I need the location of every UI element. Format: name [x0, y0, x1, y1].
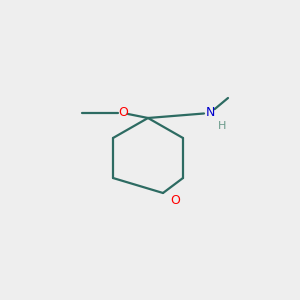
Text: O: O	[170, 194, 180, 208]
Text: N: N	[205, 106, 215, 119]
Text: O: O	[118, 106, 128, 119]
Text: H: H	[218, 121, 226, 131]
